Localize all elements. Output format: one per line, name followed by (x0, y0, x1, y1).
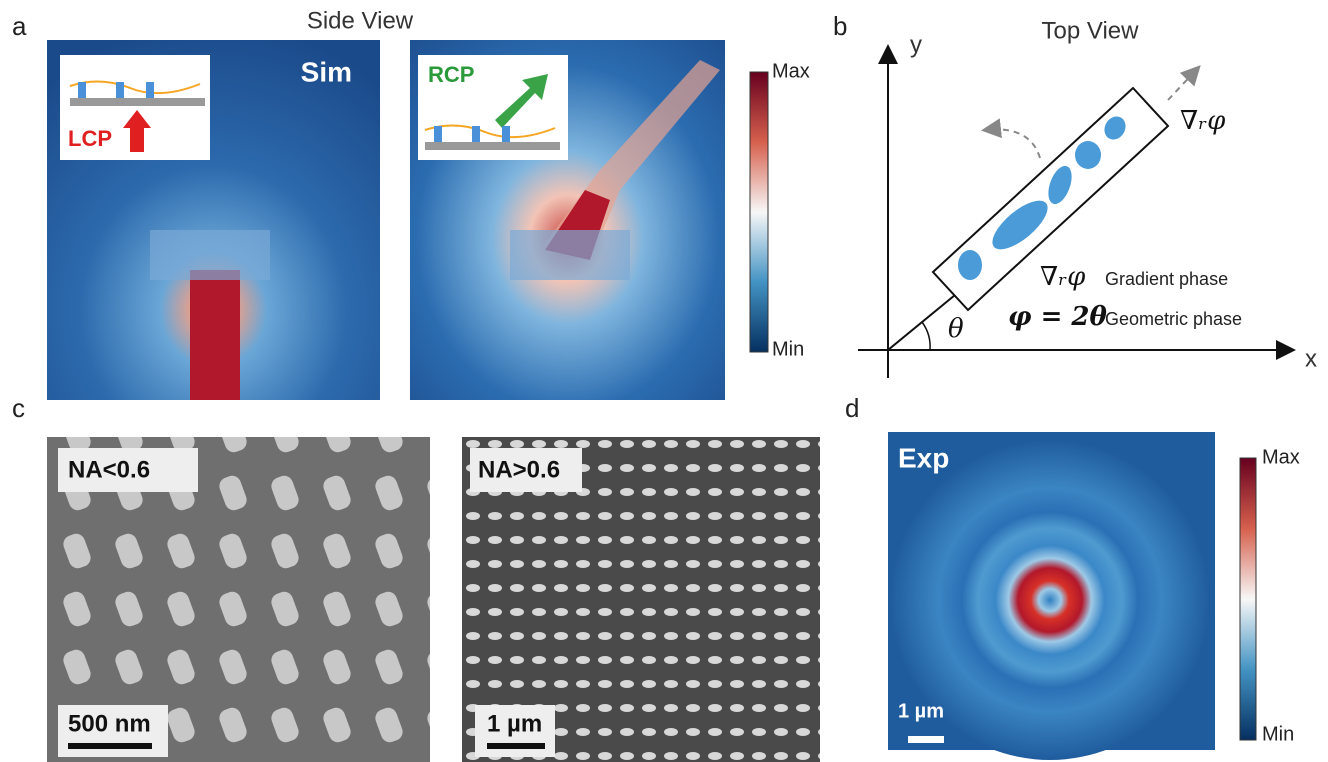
pillar (472, 126, 480, 142)
sim-label: Sim (301, 56, 352, 87)
substrate (70, 98, 205, 106)
colorbar-min: Min (772, 338, 804, 360)
scale-bar (68, 743, 152, 749)
angle-label: θ (948, 314, 964, 344)
substrate (425, 142, 560, 150)
nanopillar (1075, 141, 1101, 169)
panel-title: Side View (307, 7, 414, 34)
nanopillar (985, 192, 1055, 257)
pillar (502, 126, 510, 142)
geometric-text: Geometric phase (1105, 309, 1242, 329)
panel-title: Top View (1042, 17, 1140, 44)
body: a Side View Sim LCP RCP Max Min b Top Vi… (0, 0, 1328, 762)
page: Metasurface figure {"panel_a": {"label":… (0, 0, 1328, 762)
dashed-arrow (1168, 68, 1198, 100)
metasurface-region (510, 230, 630, 280)
nanopillar (958, 250, 982, 280)
dashed-arrow (985, 129, 1040, 158)
gradient-symbol: ∇ᵣφ (1180, 106, 1226, 136)
figure: a Side View Sim LCP RCP Max Min b Top Vi… (0, 0, 1328, 762)
y-axis-label: y (910, 31, 922, 58)
scale-bar (487, 743, 545, 749)
pillar (146, 82, 154, 98)
gradient-text: Gradient phase (1105, 269, 1228, 289)
colorbar-min: Min (1262, 723, 1294, 745)
lcp-label: LCP (68, 126, 112, 151)
na-label: NA<0.6 (68, 456, 150, 483)
angle-arc (922, 322, 930, 350)
scale-label: 1 µm (487, 710, 542, 737)
gradient-symbol: ∇ᵣφ (1040, 262, 1086, 292)
panel-label: d (845, 393, 859, 423)
colorbar (1240, 458, 1256, 740)
colorbar-max: Max (1262, 446, 1300, 468)
nanopillar (1044, 163, 1076, 207)
nanopillar (1100, 113, 1129, 144)
pillar (116, 82, 124, 98)
pillar (434, 126, 442, 142)
scale-label: 500 nm (68, 710, 151, 737)
colorbar (750, 72, 768, 352)
panel-label: b (833, 11, 847, 41)
pillar (78, 82, 86, 98)
panel-label: a (12, 11, 27, 41)
x-axis-label: x (1305, 345, 1317, 372)
rcp-label: RCP (428, 62, 474, 87)
na-label: NA>0.6 (478, 456, 560, 483)
scale-label: 1 µm (898, 700, 944, 722)
beam (190, 270, 240, 400)
geometric-formula: φ = 2θ (1008, 302, 1108, 332)
colorbar-max: Max (772, 60, 810, 82)
scale-bar (908, 736, 944, 743)
panel-label: c (12, 393, 25, 423)
exp-label: Exp (898, 442, 949, 473)
metasurface-region (150, 230, 270, 280)
